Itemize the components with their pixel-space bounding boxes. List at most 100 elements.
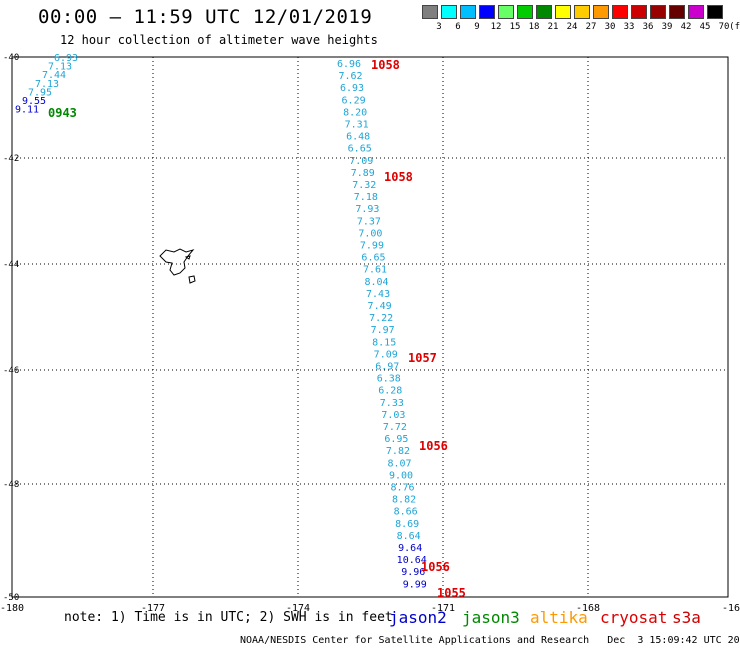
swh-value: 8.64 [397,531,421,542]
swh-value: 8.66 [394,507,418,518]
swh-value: 8.04 [364,277,388,288]
swh-value: 6.29 [342,95,366,106]
chatham-island [159,248,195,276]
legend-tick: 36 [642,22,654,32]
swh-value: 9.99 [403,579,427,590]
satellite-label-jason3: jason3 [462,608,520,627]
swh-value: 7.37 [357,216,381,227]
legend-tick: (ft) [729,22,740,32]
pass-time-label: 1058 [384,170,413,184]
island-outlines [159,248,196,284]
swh-value: 7.32 [352,180,376,191]
map-frame [11,56,729,598]
swh-value: 10.64 [397,555,427,566]
satellite-label-jason2: jason2 [389,608,447,627]
longitude-label: -180 [0,603,24,614]
swh-value: 6.38 [377,374,401,385]
swh-value: 7.03 [381,410,405,421]
swh-value: 7.09 [349,156,373,167]
legend-swatch [517,5,533,19]
legend-swatch [441,5,457,19]
note-text: note: 1) Time is in UTC; 2) SWH is in fe… [64,610,393,625]
legend-tick: 3 [436,22,442,32]
pass-time-label: 1057 [408,351,437,365]
swh-value: 7.33 [380,398,404,409]
legend-tick: 39 [661,22,673,32]
swh-value: 6.95 [384,434,408,445]
legend-swatch [460,5,476,19]
legend-swatch [536,5,552,19]
longitude-labels: -180 -177 -174 -171 -168 -16 [0,603,740,614]
footer-credit: NOAA/NESDIS Center for Satellite Applica… [240,635,740,646]
legend-swatch [593,5,609,19]
legend-tick: 70 [718,22,730,32]
swh-value: 8.07 [387,458,411,469]
pass-time-label: 1058 [371,58,400,72]
swh-value: 8.82 [392,495,416,506]
satellite-label-altika: altika [530,608,588,627]
legend-swatch [555,5,571,19]
swh-value: 6.93 [54,53,78,64]
satellite-label-s3a: s3a [672,608,701,627]
swh-value: 7.31 [345,120,369,131]
satellite-label-cryosat: cryosat [600,608,668,627]
swh-value: 9.96 [401,567,425,578]
latitude-label: -40 [3,53,19,63]
swh-value: 7.93 [355,204,379,215]
swh-value: 8.20 [343,107,367,118]
swh-value: 6.28 [378,386,402,397]
swh-value: 7.13 [35,79,59,90]
legend-swatch [707,5,723,19]
legend-swatch [574,5,590,19]
legend-tick: 45 [699,22,711,32]
swh-value: 6.96 [337,59,361,70]
swh-value: 7.95 [28,87,52,98]
pass-time-label: 1056 [421,560,450,574]
swh-value: 6.97 [375,362,399,373]
swh-value: 7.99 [360,241,384,252]
map-subtitle: 12 hour collection of altimeter wave hei… [60,33,378,47]
swh-value: 8.15 [372,337,396,348]
swh-value: 7.72 [383,422,407,433]
legend-tick: 18 [528,22,540,32]
swh-value: 7.00 [358,228,382,239]
track-b-observations: 6.967.626.936.298.207.316.486.657.097.89… [337,58,466,600]
swh-value: 7.49 [368,301,392,312]
longitude-label: -174 [286,603,310,614]
legend-tick: 30 [604,22,616,32]
legend-swatch [631,5,647,19]
latitude-label: -42 [3,154,19,164]
swh-value: 7.18 [354,192,378,203]
pass-time-label: 1055 [437,586,466,600]
swh-value: 7.43 [366,289,390,300]
track-a-observations: 6.937.137.447.137.959.559.11 0943 [15,53,78,120]
latitude-label: -44 [3,260,19,270]
pass-time-label: 1056 [419,439,448,453]
legend-tick: 33 [623,22,635,32]
swh-value: 7.61 [363,265,387,276]
latitude-label: -46 [3,366,19,376]
longitude-label: -177 [141,603,165,614]
legend-swatch [479,5,495,19]
legend-swatch [650,5,666,19]
swh-value: 7.22 [369,313,393,324]
swh-value: 7.62 [338,71,362,82]
legend-tick: 6 [455,22,461,32]
latitude-label: -50 [3,593,19,603]
islet-outline [184,255,191,260]
swh-value: 6.65 [348,144,372,155]
swh-value: 7.82 [386,446,410,457]
legend-tick: 9 [474,22,480,32]
legend-swatch [612,5,628,19]
legend-tick: 27 [585,22,597,32]
swh-value: 9.00 [389,470,413,481]
map-grid [12,57,728,597]
longitude-label: -16 [722,603,740,614]
longitude-label: -168 [576,603,600,614]
swh-value: 7.13 [48,62,72,73]
legend-swatch [498,5,514,19]
legend-tick: 42 [680,22,692,32]
legend-swatch [422,5,438,19]
swh-value: 7.09 [374,349,398,360]
